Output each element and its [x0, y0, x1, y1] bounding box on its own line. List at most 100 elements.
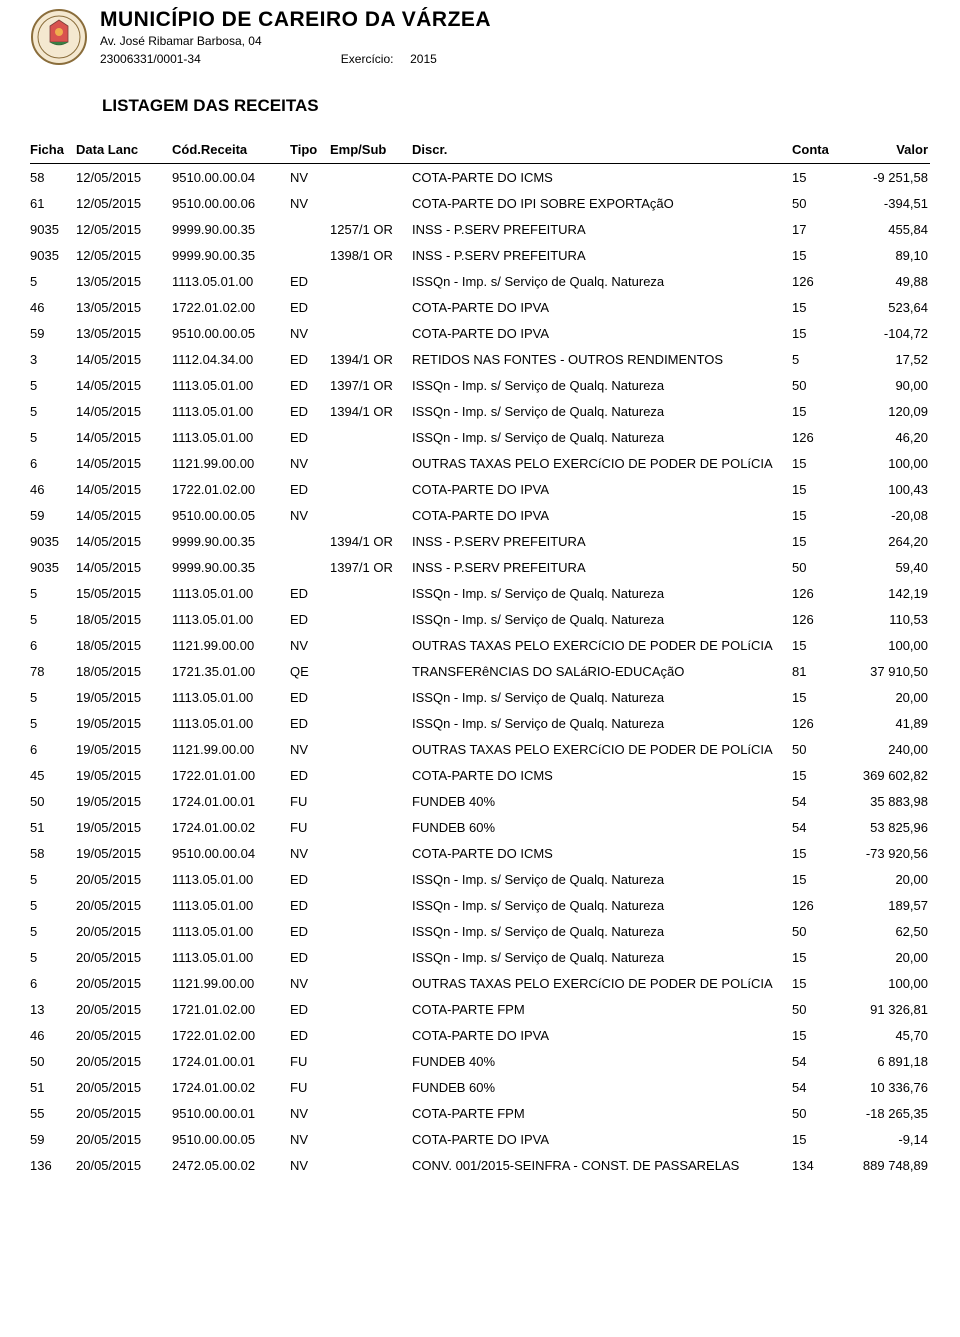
col-ficha: Ficha: [30, 142, 76, 157]
cell-discr: OUTRAS TAXAS PELO EXERCíCIO DE PODER DE …: [412, 638, 792, 653]
cell-emp: 1394/1 OR: [330, 404, 412, 419]
cell-data: 19/05/2015: [76, 846, 172, 861]
cell-ficha: 6: [30, 976, 76, 991]
cell-conta: 126: [792, 274, 832, 289]
cell-data: 20/05/2015: [76, 1028, 172, 1043]
cell-ficha: 9035: [30, 560, 76, 575]
cell-ficha: 61: [30, 196, 76, 211]
cell-conta: 50: [792, 378, 832, 393]
cell-ficha: 9035: [30, 534, 76, 549]
cell-data: 14/05/2015: [76, 534, 172, 549]
cell-emp: [330, 1054, 412, 1069]
cell-valor: 59,40: [832, 560, 928, 575]
cell-tipo: FU: [290, 1080, 330, 1095]
cell-cod: 9510.00.00.05: [172, 508, 290, 523]
cell-emp: [330, 794, 412, 809]
cnpj: 23006331/0001-34: [100, 52, 201, 66]
cell-cod: 9510.00.00.05: [172, 326, 290, 341]
cell-conta: 81: [792, 664, 832, 679]
cell-tipo: NV: [290, 170, 330, 185]
cell-cod: 2472.05.00.02: [172, 1158, 290, 1173]
cell-conta: 134: [792, 1158, 832, 1173]
cell-emp: [330, 430, 412, 445]
cell-valor: 45,70: [832, 1028, 928, 1043]
cell-cod: 1113.05.01.00: [172, 716, 290, 731]
cell-data: 19/05/2015: [76, 768, 172, 783]
cell-ficha: 58: [30, 846, 76, 861]
cell-ficha: 9035: [30, 248, 76, 263]
cell-tipo: ED: [290, 716, 330, 731]
cell-emp: [330, 976, 412, 991]
cell-conta: 15: [792, 638, 832, 653]
cell-emp: [330, 664, 412, 679]
cell-discr: TRANSFERêNCIAS DO SALáRIO-EDUCAçãO: [412, 664, 792, 679]
cell-data: 19/05/2015: [76, 820, 172, 835]
cell-data: 20/05/2015: [76, 976, 172, 991]
cell-data: 13/05/2015: [76, 274, 172, 289]
cell-emp: [330, 1158, 412, 1173]
cell-conta: 50: [792, 1106, 832, 1121]
cell-conta: 15: [792, 1132, 832, 1147]
cell-data: 13/05/2015: [76, 300, 172, 315]
cell-discr: FUNDEB 60%: [412, 1080, 792, 1095]
cell-discr: RETIDOS NAS FONTES - OUTROS RENDIMENTOS: [412, 352, 792, 367]
table-row: 5913/05/20159510.00.00.05NVCOTA-PARTE DO…: [30, 320, 930, 346]
table-header-row: Ficha Data Lanc Cód.Receita Tipo Emp/Sub…: [30, 142, 930, 164]
cell-ficha: 136: [30, 1158, 76, 1173]
cell-tipo: ED: [290, 950, 330, 965]
cell-discr: ISSQn - Imp. s/ Serviço de Qualq. Nature…: [412, 404, 792, 419]
cell-tipo: FU: [290, 794, 330, 809]
cell-emp: [330, 898, 412, 913]
cell-ficha: 5: [30, 378, 76, 393]
cell-tipo: NV: [290, 1158, 330, 1173]
municipio-name: MUNICÍPIO DE CAREIRO DA VÁRZEA: [100, 8, 930, 32]
cell-conta: 54: [792, 1054, 832, 1069]
cell-cod: 1113.05.01.00: [172, 612, 290, 627]
cell-conta: 126: [792, 430, 832, 445]
cell-conta: 15: [792, 508, 832, 523]
cell-discr: OUTRAS TAXAS PELO EXERCíCIO DE PODER DE …: [412, 976, 792, 991]
cell-tipo: NV: [290, 508, 330, 523]
cell-tipo: ED: [290, 482, 330, 497]
cell-data: 18/05/2015: [76, 612, 172, 627]
cell-cod: 1113.05.01.00: [172, 586, 290, 601]
cell-discr: COTA-PARTE FPM: [412, 1002, 792, 1017]
cell-cod: 1113.05.01.00: [172, 274, 290, 289]
cell-discr: FUNDEB 40%: [412, 1054, 792, 1069]
cell-cod: 9510.00.00.05: [172, 1132, 290, 1147]
cell-cod: 1721.35.01.00: [172, 664, 290, 679]
listing-title: LISTAGEM DAS RECEITAS: [102, 96, 930, 116]
cell-data: 19/05/2015: [76, 690, 172, 705]
cell-data: 15/05/2015: [76, 586, 172, 601]
cell-emp: [330, 690, 412, 705]
cell-cod: 1113.05.01.00: [172, 404, 290, 419]
cell-conta: 15: [792, 456, 832, 471]
table-row: 513/05/20151113.05.01.00EDISSQn - Imp. s…: [30, 268, 930, 294]
cell-conta: 15: [792, 1028, 832, 1043]
cell-tipo: NV: [290, 1106, 330, 1121]
cell-ficha: 5: [30, 872, 76, 887]
table-row: 4620/05/20151722.01.02.00EDCOTA-PARTE DO…: [30, 1022, 930, 1048]
cell-discr: COTA-PARTE DO ICMS: [412, 170, 792, 185]
cell-data: 14/05/2015: [76, 508, 172, 523]
cell-data: 12/05/2015: [76, 196, 172, 211]
cell-emp: 1394/1 OR: [330, 534, 412, 549]
cell-conta: 15: [792, 768, 832, 783]
cell-cod: 1121.99.00.00: [172, 638, 290, 653]
table-row: 514/05/20151113.05.01.00ED1397/1 ORISSQn…: [30, 372, 930, 398]
cell-ficha: 5: [30, 586, 76, 601]
table-row: 5119/05/20151724.01.00.02FUFUNDEB 60%545…: [30, 814, 930, 840]
cell-cod: 9999.90.00.35: [172, 534, 290, 549]
cell-conta: 15: [792, 170, 832, 185]
cell-conta: 5: [792, 352, 832, 367]
table-row: 620/05/20151121.99.00.00NVOUTRAS TAXAS P…: [30, 970, 930, 996]
table-row: 520/05/20151113.05.01.00EDISSQn - Imp. s…: [30, 944, 930, 970]
cell-data: 14/05/2015: [76, 404, 172, 419]
cell-emp: [330, 508, 412, 523]
cell-tipo: FU: [290, 820, 330, 835]
cell-ficha: 59: [30, 326, 76, 341]
cell-ficha: 6: [30, 742, 76, 757]
cell-valor: 100,00: [832, 456, 928, 471]
cell-data: 20/05/2015: [76, 924, 172, 939]
cell-discr: ISSQn - Imp. s/ Serviço de Qualq. Nature…: [412, 586, 792, 601]
